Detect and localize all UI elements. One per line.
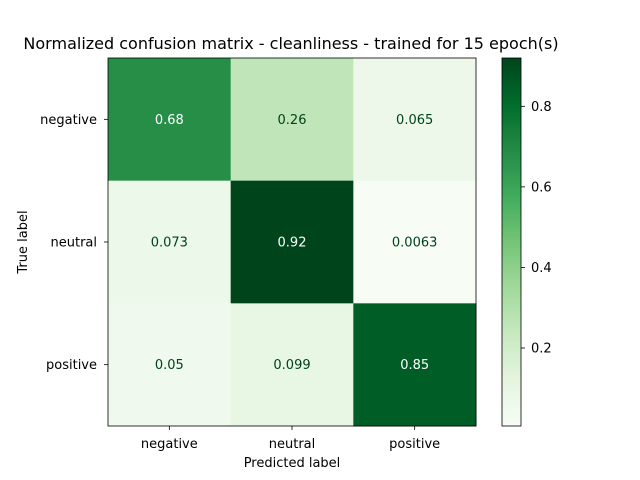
heatmap-cell — [353, 303, 477, 427]
heatmap-cell — [230, 303, 354, 427]
colorbar-tick-label: 0.6 — [531, 180, 552, 195]
cell-value-label: 0.065 — [396, 113, 433, 128]
heatmap-cell — [108, 180, 232, 304]
colorbar-ticks: 0.2 0.4 0.6 0.8 — [521, 100, 552, 356]
heatmap-cell — [108, 58, 232, 182]
heatmap-cell — [230, 180, 354, 304]
cell-value-label: 0.099 — [273, 358, 310, 373]
cell-value-label: 0.0063 — [392, 236, 438, 251]
colorbar-tick-label: 0.4 — [531, 261, 552, 276]
heatmap-cell — [353, 180, 477, 304]
y-tick-label: negative — [40, 113, 97, 128]
y-axis: negative neutral positive — [40, 113, 108, 373]
cell-value-label: 0.05 — [155, 358, 184, 373]
y-tick-label: positive — [46, 358, 97, 373]
heatmap-cell — [108, 303, 232, 427]
cell-value-label: 0.92 — [278, 236, 307, 251]
x-tick-label: neutral — [269, 437, 316, 452]
cell-value-label: 0.85 — [400, 358, 429, 373]
heatmap-cell — [353, 58, 477, 182]
colorbar-tick-label: 0.2 — [531, 341, 552, 356]
heatmap-cells — [108, 58, 477, 427]
cell-value-label: 0.26 — [278, 113, 307, 128]
y-tick-label: neutral — [51, 236, 98, 251]
cell-value-label: 0.68 — [155, 113, 184, 128]
heatmap-cell — [230, 58, 354, 182]
x-axis: negative neutral positive — [141, 426, 440, 452]
colorbar — [501, 57, 522, 427]
y-axis-label: True label — [16, 210, 31, 274]
chart-title: Normalized confusion matrix - cleanlines… — [23, 34, 558, 53]
x-tick-label: negative — [141, 437, 198, 452]
x-axis-label: Predicted label — [244, 456, 341, 471]
heatmap-cell-labels: 0.68 0.26 0.065 0.073 0.92 0.0063 0.05 0.099 0.8… — [151, 113, 438, 373]
cell-value-label: 0.073 — [151, 236, 188, 251]
x-tick-label: positive — [389, 437, 440, 452]
colorbar-tick-label: 0.8 — [531, 100, 552, 115]
